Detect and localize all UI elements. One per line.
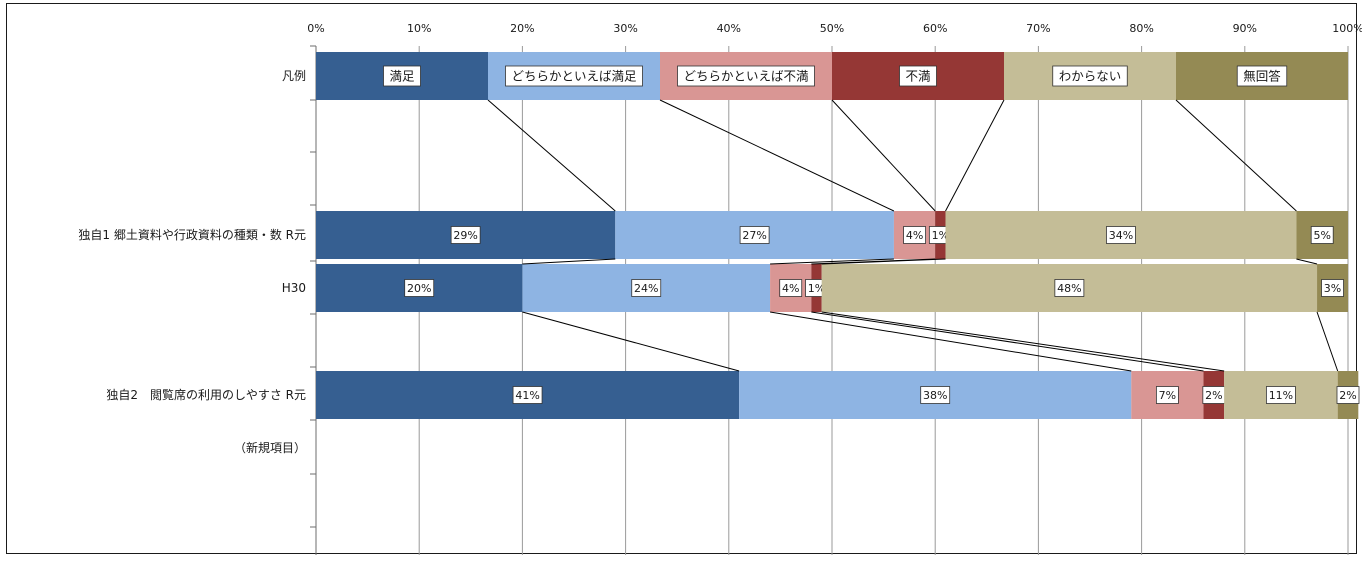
x-tick-label: 10%: [407, 22, 431, 35]
category-label: 独自1 郷土資料や行政資料の種類・数 R元: [78, 227, 306, 242]
data-label: 5%: [1313, 229, 1330, 242]
legend-entry: わからない: [1059, 69, 1122, 84]
bar-row-label-box: [1321, 279, 1344, 297]
data-label: 1%: [932, 229, 949, 242]
data-label: 4%: [782, 282, 799, 295]
data-label: 7%: [1159, 389, 1176, 402]
legend-label-box: [1236, 65, 1288, 87]
data-label: 41%: [515, 389, 539, 402]
legend-label-box: [1052, 65, 1128, 87]
x-tick-label: 90%: [1233, 22, 1257, 35]
bar-row-label-box: [920, 386, 951, 404]
data-label: 2%: [1205, 389, 1222, 402]
legend-label-box: [383, 65, 421, 87]
data-label: 3%: [1324, 282, 1341, 295]
x-tick-label: 50%: [820, 22, 844, 35]
data-label: 27%: [742, 229, 766, 242]
data-label: 34%: [1109, 229, 1133, 242]
connector-line: [945, 99, 1005, 212]
legend-entry: どちらかといえば満足: [511, 69, 637, 84]
bar-row-label-box: [512, 386, 543, 404]
x-tick-label: 0%: [307, 22, 324, 35]
bar-row-label-box: [1266, 386, 1296, 404]
legend-row-label: 凡例: [282, 69, 306, 83]
connector-line: [811, 311, 1204, 372]
bar-row-label-box: [1106, 226, 1136, 244]
bar-row-label-box: [739, 226, 770, 244]
bar-row-label-box: [404, 279, 435, 297]
bar-row-label-box: [903, 226, 926, 244]
bar-row-label-box: [1156, 386, 1179, 404]
category-note: （新規項目）: [234, 440, 306, 455]
x-tick-label: 40%: [717, 22, 741, 35]
connector-line: [1296, 258, 1318, 265]
bar-row-label-box: [779, 279, 803, 297]
connector-line: [1316, 311, 1339, 372]
chart-frame: [6, 3, 1357, 554]
connector-line: [831, 99, 936, 212]
data-label: 4%: [906, 229, 923, 242]
legend-entry: どちらかといえば不満: [683, 69, 808, 84]
data-label: 20%: [407, 282, 431, 295]
x-tick-label: 30%: [613, 22, 637, 35]
x-tick-label: 80%: [1129, 22, 1153, 35]
x-tick-label: 20%: [510, 22, 534, 35]
connector-line: [821, 311, 1225, 372]
legend-label-box: [677, 65, 815, 87]
connector-line: [487, 99, 616, 212]
data-label: 24%: [634, 282, 658, 295]
data-label: 48%: [1057, 282, 1081, 295]
bar-row-label-box: [1054, 279, 1085, 297]
bar-row-label-box: [1310, 226, 1334, 244]
legend-entry: 無回答: [1243, 69, 1281, 84]
legend-label-box: [505, 65, 643, 87]
connector-line: [769, 311, 1132, 372]
connector-line: [1175, 99, 1297, 212]
category-label: 独自2 閲覧席の利用のしやすさ R元: [106, 387, 306, 402]
connector-line: [659, 99, 895, 212]
data-label: 29%: [453, 229, 477, 242]
connector-line: [770, 258, 894, 265]
legend-entry: 不満: [905, 69, 930, 84]
x-tick-label: 60%: [923, 22, 947, 35]
bar-row-label-box: [1336, 386, 1360, 404]
data-label: 1%: [808, 282, 825, 295]
bar-row-label-box: [631, 279, 662, 297]
connector-line: [522, 258, 616, 265]
bar-row-label-box: [450, 226, 481, 244]
connector-line: [522, 311, 740, 372]
x-tick-label: 70%: [1026, 22, 1050, 35]
x-tick-label: 100%: [1332, 22, 1362, 35]
data-label: 11%: [1269, 389, 1293, 402]
legend-entry: 満足: [389, 69, 415, 84]
legend-label-box: [899, 65, 937, 87]
data-label: 2%: [1339, 389, 1356, 402]
data-label: 38%: [923, 389, 947, 402]
category-label: H30: [282, 281, 306, 295]
connector-line: [821, 258, 946, 265]
